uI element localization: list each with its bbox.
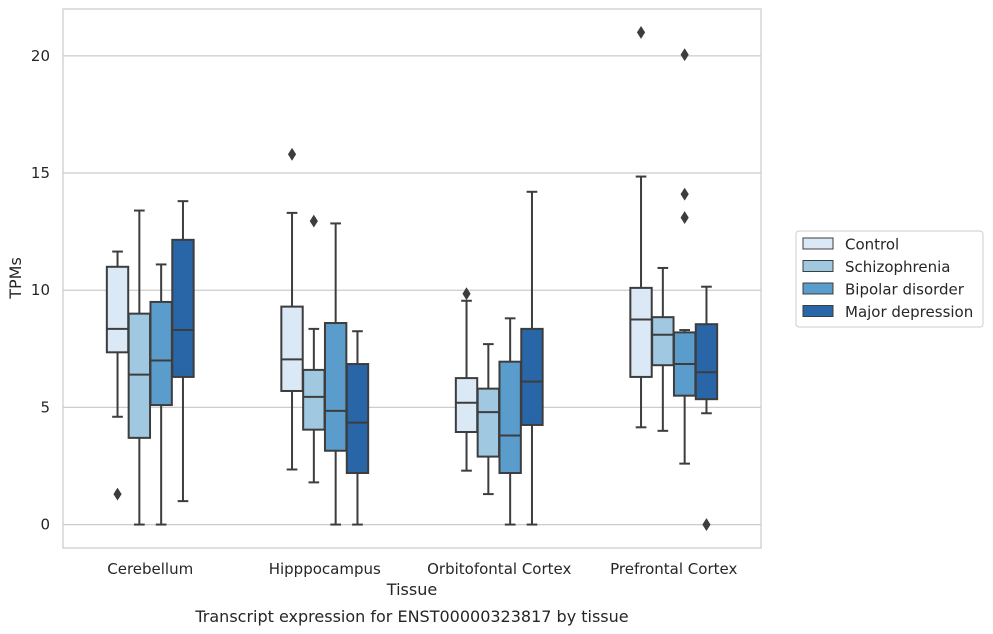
box-group bbox=[454, 287, 479, 472]
outlier-marker bbox=[680, 187, 689, 201]
legend-swatch bbox=[802, 305, 834, 317]
outlier-marker bbox=[462, 287, 471, 301]
legend-swatch bbox=[802, 282, 834, 295]
box-iqr bbox=[476, 387, 501, 458]
box-group bbox=[280, 147, 304, 471]
box-iqr bbox=[171, 238, 195, 378]
outlier-marker bbox=[636, 26, 646, 39]
box-group bbox=[476, 343, 501, 496]
legend-label: Control bbox=[845, 236, 899, 254]
y-tick-label: 0 bbox=[40, 516, 50, 534]
legend-label: Major depression bbox=[845, 303, 973, 321]
box-group bbox=[302, 214, 326, 484]
box-group bbox=[694, 285, 719, 531]
box-iqr bbox=[323, 322, 348, 452]
box-iqr bbox=[127, 312, 152, 439]
legend-swatch bbox=[802, 237, 834, 250]
box-iqr bbox=[651, 316, 675, 367]
box-iqr bbox=[520, 327, 544, 426]
box-iqr bbox=[694, 323, 719, 401]
box-group bbox=[345, 330, 370, 526]
box-iqr bbox=[105, 265, 130, 354]
outlier-marker bbox=[113, 487, 122, 501]
box-group bbox=[149, 263, 173, 526]
box-iqr bbox=[149, 300, 173, 407]
box-group bbox=[127, 209, 152, 526]
outlier-marker bbox=[287, 147, 297, 161]
box-group bbox=[520, 190, 544, 526]
x-tick-label: Hipppocampus bbox=[269, 560, 381, 578]
x-tick-label: Prefrontal Cortex bbox=[610, 560, 737, 578]
y-tick-label: 15 bbox=[31, 164, 50, 182]
x-axis-ticks: Cerebellum Hipppocampus Orbitofontal Corte… bbox=[107, 560, 737, 578]
outlier-marker bbox=[702, 518, 711, 531]
boxes-layer bbox=[105, 26, 719, 531]
box-iqr bbox=[498, 360, 522, 475]
y-axis-title: TPMs bbox=[6, 257, 25, 300]
outlier-marker bbox=[680, 48, 689, 62]
x-tick-label: Orbitofontal Cortex bbox=[427, 560, 571, 578]
box-group bbox=[323, 222, 348, 526]
legend-label: Bipolar disorder bbox=[845, 281, 965, 299]
box-iqr bbox=[345, 363, 370, 475]
box-group bbox=[171, 200, 195, 503]
box-iqr bbox=[280, 305, 304, 392]
outlier-marker bbox=[680, 211, 689, 225]
box-group bbox=[651, 266, 675, 432]
legend-swatch bbox=[802, 260, 834, 272]
box-iqr bbox=[454, 377, 479, 433]
plot-area bbox=[62, 8, 762, 549]
chart-title: Transcript expression for ENST0000032381… bbox=[194, 607, 628, 626]
outlier-marker bbox=[309, 214, 318, 228]
box-iqr bbox=[302, 368, 326, 431]
box-group bbox=[105, 250, 130, 501]
legend: Control Schizophrenia Bipolar disorder Majo… bbox=[795, 230, 984, 328]
y-axis-ticks: 0 5 10 15 20 bbox=[31, 47, 50, 534]
y-tick-label: 20 bbox=[31, 47, 50, 65]
y-tick-label: 5 bbox=[40, 398, 50, 416]
x-tick-label: Cerebellum bbox=[107, 560, 193, 578]
legend-frame bbox=[795, 230, 984, 328]
x-axis-title: Tissue bbox=[386, 580, 437, 599]
y-tick-label: 10 bbox=[31, 281, 50, 299]
box-group bbox=[672, 48, 697, 465]
box-iqr bbox=[629, 286, 653, 378]
legend-label: Schizophrenia bbox=[845, 258, 950, 276]
